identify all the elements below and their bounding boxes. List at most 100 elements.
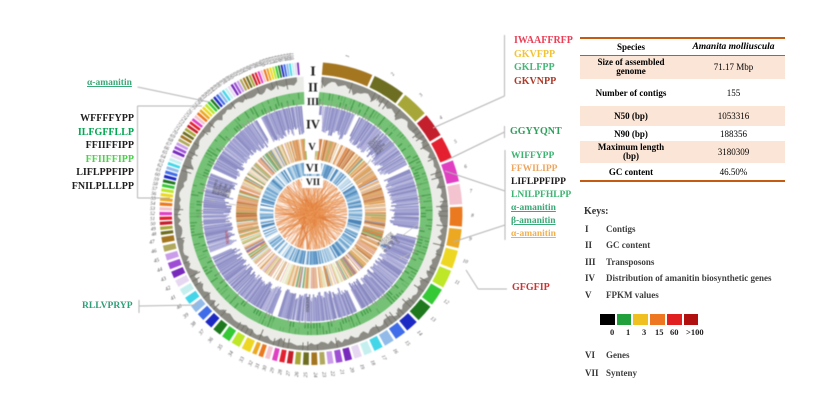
svg-text:MSDIN8: MSDIN8	[374, 142, 386, 153]
svg-text:24: 24	[312, 372, 319, 378]
svg-text:30: 30	[261, 365, 268, 372]
svg-text:60: 60	[154, 172, 161, 178]
svg-text:40: 40	[176, 303, 184, 311]
svg-text:5: 5	[453, 139, 458, 146]
svg-text:POPB: POPB	[224, 188, 230, 198]
svg-text:VI: VI	[306, 163, 319, 175]
svg-text:106: 106	[276, 54, 282, 63]
svg-text:95: 95	[243, 66, 250, 73]
svg-text:102: 102	[264, 57, 271, 66]
svg-text:AMA1: AMA1	[219, 186, 225, 197]
svg-text:71: 71	[173, 126, 180, 133]
svg-text:IV: IV	[306, 118, 320, 132]
svg-text:8: 8	[471, 213, 474, 219]
svg-text:109: 109	[285, 53, 291, 62]
svg-text:68: 68	[167, 137, 174, 144]
svg-text:33: 33	[238, 356, 246, 365]
svg-text:91: 91	[230, 72, 237, 79]
svg-text:43: 43	[160, 276, 168, 284]
svg-text:18: 18	[369, 359, 377, 366]
svg-text:105: 105	[273, 55, 280, 64]
svg-text:21: 21	[338, 369, 345, 376]
svg-text:110: 110	[288, 52, 294, 60]
svg-text:27: 27	[285, 370, 292, 376]
svg-text:100: 100	[258, 59, 265, 68]
svg-text:88: 88	[221, 77, 228, 84]
svg-text:63: 63	[158, 159, 165, 166]
svg-text:57: 57	[151, 187, 157, 193]
svg-text:9: 9	[469, 236, 473, 242]
svg-text:MSDIN: MSDIN	[224, 230, 230, 244]
svg-text:2: 2	[390, 71, 397, 77]
svg-text:93: 93	[236, 69, 243, 76]
svg-text:101: 101	[261, 58, 268, 67]
svg-text:POPB: POPB	[378, 239, 387, 249]
svg-text:3: 3	[418, 92, 424, 98]
svg-text:99: 99	[255, 61, 262, 68]
svg-text:81: 81	[199, 94, 206, 101]
svg-text:74: 74	[180, 115, 187, 122]
svg-text:HYP3: HYP3	[214, 185, 220, 195]
svg-text:II: II	[308, 81, 318, 95]
svg-text:108: 108	[282, 53, 288, 62]
svg-text:HYP3: HYP3	[386, 233, 395, 242]
svg-text:75: 75	[183, 112, 190, 119]
svg-text:39: 39	[181, 312, 190, 321]
svg-text:31: 31	[254, 362, 262, 369]
svg-text:20: 20	[348, 367, 355, 374]
svg-text:29: 29	[269, 367, 276, 374]
svg-text:7: 7	[469, 188, 473, 194]
svg-text:MSDIN8: MSDIN8	[380, 238, 391, 250]
svg-text:53: 53	[150, 207, 156, 212]
svg-text:AMA1: AMA1	[372, 142, 382, 151]
svg-text:28: 28	[277, 369, 284, 376]
svg-text:I: I	[310, 65, 315, 80]
svg-text:98: 98	[252, 62, 259, 69]
svg-text:77: 77	[188, 106, 195, 113]
svg-text:86: 86	[214, 82, 221, 89]
svg-text:III: III	[307, 97, 319, 108]
svg-text:MSDIN2: MSDIN2	[376, 241, 387, 253]
svg-text:48: 48	[151, 232, 157, 238]
svg-text:44: 44	[156, 266, 163, 274]
svg-text:58: 58	[152, 182, 158, 188]
svg-text:72: 72	[175, 122, 182, 129]
svg-text:96: 96	[246, 64, 253, 71]
svg-text:83: 83	[205, 89, 212, 96]
svg-text:104: 104	[270, 55, 277, 64]
svg-text:103: 103	[267, 56, 274, 65]
svg-text:19: 19	[358, 363, 365, 370]
svg-text:MSDIN5: MSDIN5	[216, 182, 223, 196]
svg-text:41: 41	[170, 294, 178, 302]
svg-text:26: 26	[294, 371, 300, 377]
svg-text:1: 1	[345, 54, 352, 58]
svg-text:51: 51	[150, 217, 155, 222]
svg-text:50: 50	[150, 222, 156, 227]
svg-text:76: 76	[186, 109, 193, 116]
svg-text:79: 79	[194, 100, 201, 107]
svg-text:23: 23	[320, 372, 326, 378]
svg-text:37: 37	[197, 328, 206, 337]
svg-text:15: 15	[403, 340, 411, 348]
svg-text:67: 67	[165, 142, 172, 149]
svg-text:52: 52	[150, 212, 156, 217]
svg-text:55: 55	[150, 197, 156, 202]
svg-text:87: 87	[217, 80, 224, 87]
svg-text:11: 11	[453, 279, 460, 287]
svg-text:49: 49	[151, 227, 157, 233]
svg-text:V: V	[308, 142, 316, 153]
svg-text:85: 85	[211, 84, 218, 91]
svg-text:69: 69	[169, 134, 176, 141]
svg-text:46: 46	[151, 248, 158, 255]
svg-text:VII: VII	[306, 178, 321, 188]
svg-text:61: 61	[155, 168, 161, 174]
svg-text:94: 94	[239, 67, 246, 74]
svg-text:42: 42	[164, 285, 172, 293]
svg-text:89: 89	[224, 75, 231, 82]
svg-text:MSDIN5: MSDIN5	[384, 234, 395, 246]
svg-text:90: 90	[227, 74, 234, 81]
svg-text:POPB: POPB	[375, 147, 385, 156]
svg-text:MSDIN12: MSDIN12	[211, 179, 219, 194]
svg-text:MSDIN10: MSDIN10	[305, 297, 309, 312]
svg-text:38: 38	[189, 320, 198, 329]
